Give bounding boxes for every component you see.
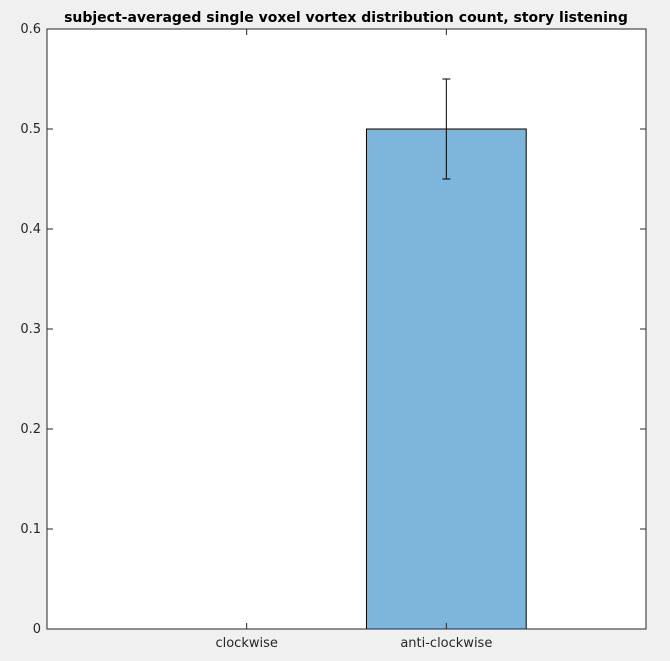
bars-layer — [365, 128, 527, 630]
plot-area — [47, 29, 646, 629]
y-tick-label: 0 — [33, 622, 41, 637]
y-tick-label: 0.2 — [20, 422, 41, 437]
y-tick-label: 0.1 — [20, 522, 41, 537]
chart-title: subject-averaged single voxel vortex dis… — [64, 10, 628, 26]
y-tick-label: 0.4 — [20, 222, 41, 237]
y-tick-label: 0.3 — [20, 322, 41, 337]
bar-anti-clockwise — [365, 128, 527, 630]
y-tick-label: 0.5 — [20, 122, 41, 137]
y-tick-label: 0.6 — [20, 22, 41, 37]
error-bars-layer — [442, 78, 451, 180]
ticks-layer: 0 0.1 0.2 0.3 0.4 0.5 0.6 clockwise anti-clockwi… — [20, 22, 646, 651]
x-tick-label: anti-clockwise — [400, 636, 492, 651]
x-tick-label: clockwise — [215, 636, 277, 651]
